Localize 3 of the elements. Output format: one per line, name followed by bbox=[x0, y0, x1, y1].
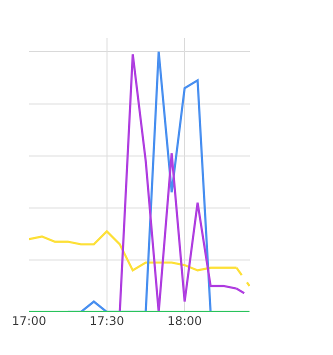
x-tick-label: 17:30 bbox=[90, 314, 124, 328]
x-tick-label: 17:00 bbox=[12, 314, 46, 328]
x-tick-label: 18:00 bbox=[167, 314, 202, 328]
